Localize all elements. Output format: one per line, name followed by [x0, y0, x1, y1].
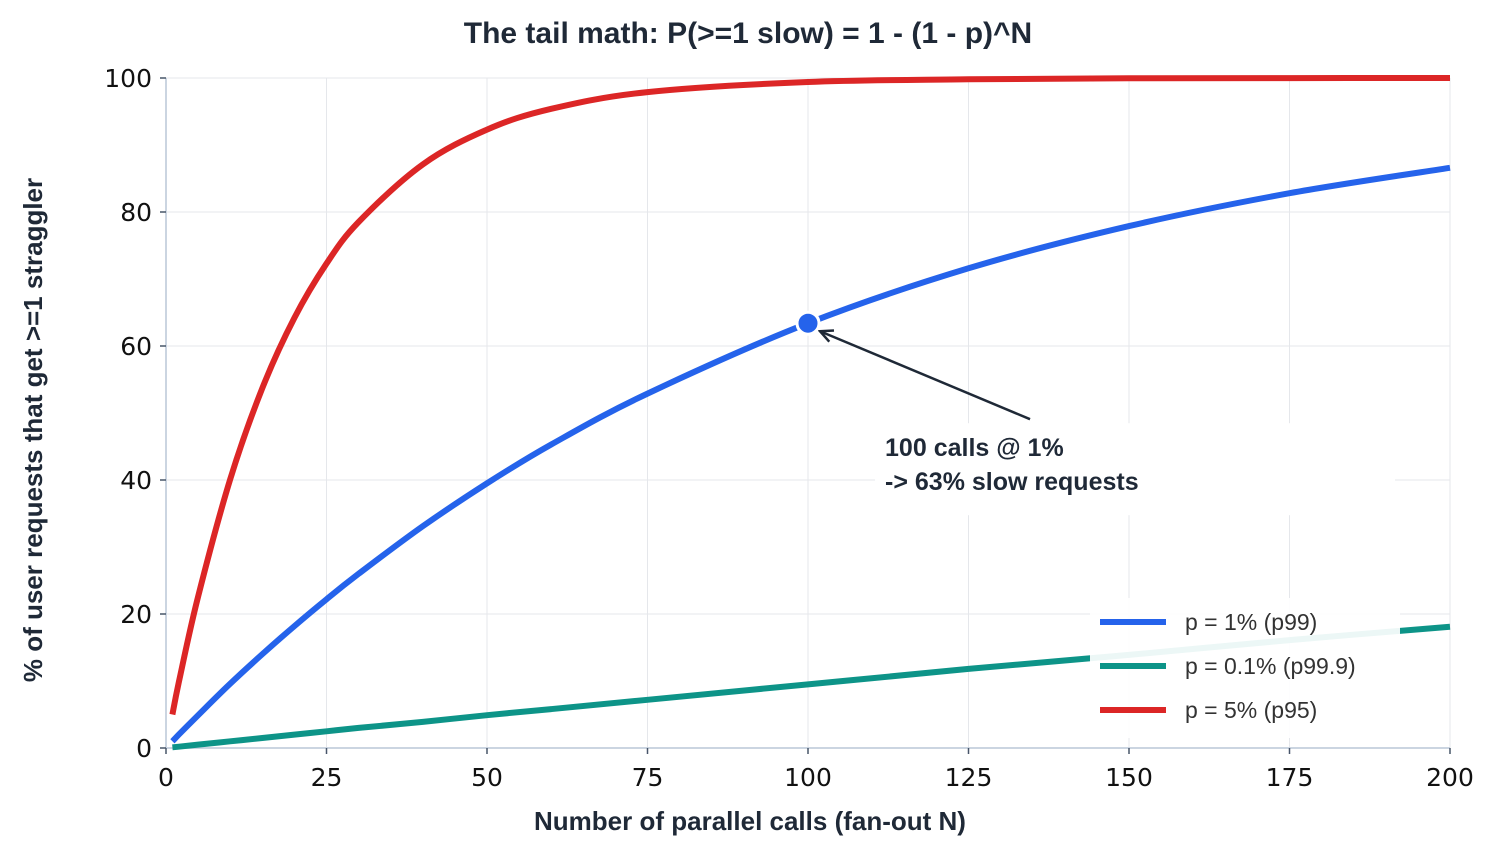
y-axis-label: % of user requests that get >=1 straggle… — [18, 178, 48, 682]
y-tick-label: 60 — [120, 332, 152, 361]
x-tick-label: 200 — [1426, 763, 1474, 792]
chart-title: The tail math: P(>=1 slow) = 1 - (1 - p)… — [464, 17, 1032, 50]
y-tick-label: 80 — [120, 198, 152, 227]
series-line-p1 — [170, 164, 1451, 744]
y-tick-label: 40 — [120, 466, 152, 495]
x-tick-label: 25 — [311, 763, 343, 792]
x-tick-label: 100 — [784, 763, 832, 792]
annotation-arrowhead — [817, 329, 835, 343]
x-axis-label: Number of parallel calls (fan-out N) — [534, 806, 966, 836]
annotation-text-line1: 100 calls @ 1% — [885, 434, 1064, 462]
y-tick-label: 100 — [104, 64, 152, 93]
x-tick-label: 175 — [1266, 763, 1314, 792]
annotation-box — [875, 423, 1396, 516]
annotation-arrow — [819, 330, 1031, 421]
highlight-point — [795, 310, 821, 336]
legend: p = 1% (p99) p = 0.1% (p99.9) p = 5% (p95) — [1090, 598, 1400, 738]
legend-label-p5: p = 5% (p95) — [1185, 697, 1317, 723]
x-tick-label: 150 — [1105, 763, 1153, 792]
y-tick-label: 0 — [136, 734, 152, 763]
axes: 0 25 50 75 100 125 150 175 200 0 20 40 60 80 100 — [104, 64, 1474, 792]
y-tick-label: 20 — [120, 600, 152, 629]
legend-label-p1: p = 1% (p99) — [1185, 609, 1317, 635]
x-tick-label: 0 — [158, 763, 174, 792]
x-tick-label: 125 — [945, 763, 993, 792]
x-tick-label: 75 — [632, 763, 664, 792]
x-tick-label: 50 — [471, 763, 503, 792]
annotation-text-line2: -> 63% slow requests — [885, 468, 1139, 496]
series-line-p5 — [169, 75, 1451, 716]
legend-label-p01: p = 0.1% (p99.9) — [1185, 653, 1356, 679]
annotation: 100 calls @ 1% -> 63% slow requests — [795, 310, 1396, 516]
